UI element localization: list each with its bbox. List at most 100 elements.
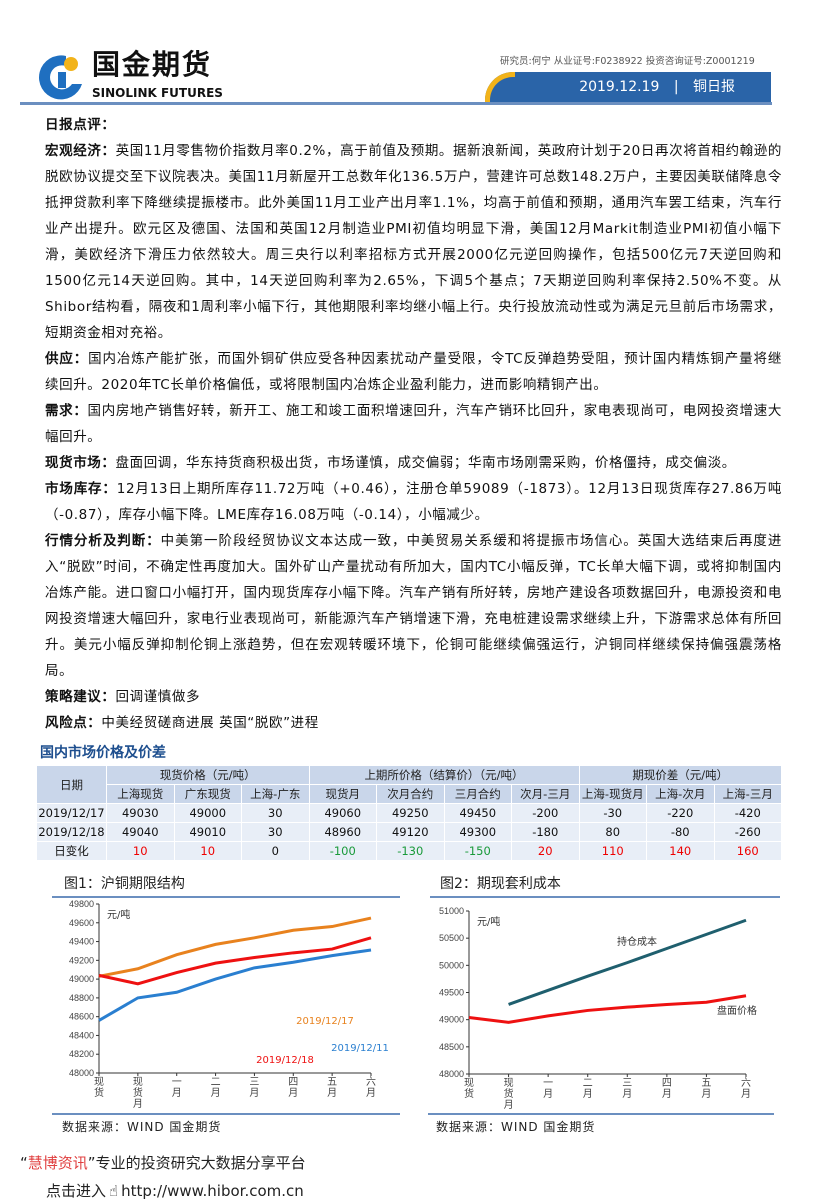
chart-source: 数据来源：WIND 国金期货 xyxy=(436,1120,595,1135)
table-cell: -100 xyxy=(309,842,377,861)
group-header: 上期所价格（结算价）（元/吨） xyxy=(309,766,579,785)
table-cell: -180 xyxy=(512,823,580,842)
chart-plot: 48000485004900049500500005050051000现货现货月… xyxy=(432,899,780,1111)
series-line xyxy=(99,938,371,984)
footer-link[interactable]: 点击进入☝http://www.hibor.com.cn xyxy=(46,1181,782,1201)
x-tick-label: 五月 xyxy=(701,1078,711,1100)
table-cell: 30 xyxy=(242,823,310,842)
banner-accent xyxy=(485,72,515,102)
y-tick-label: 49000 xyxy=(69,974,94,984)
price-table: 日期 现货价格（元/吨） 上期所价格（结算价）（元/吨） 期现价差（元/吨） 上… xyxy=(36,765,782,861)
x-tick-label: 二月 xyxy=(583,1078,593,1100)
y-tick-label: 48400 xyxy=(69,1030,94,1040)
section-label: 宏观经济： xyxy=(45,143,116,159)
section-label: 策略建议： xyxy=(45,689,116,705)
section-strategy: 策略建议：回调谨慎做多 xyxy=(45,684,782,710)
table-cell: -200 xyxy=(512,804,580,823)
x-tick-label: 三月 xyxy=(622,1078,632,1100)
x-tick-label: 二月 xyxy=(211,1077,221,1099)
main-content: 日报点评： 宏观经济：英国11月零售物价指数月率0.2%，高于前值及预期。据新浪… xyxy=(36,112,782,1201)
section-supply: 供应：国内冶炼产能扩张，而国外铜矿供应受各种因素扰动产量受限，令TC反弹趋势受阻… xyxy=(45,346,782,398)
series-line xyxy=(99,918,371,976)
logo-text-cn: 国金期货 xyxy=(92,50,212,80)
section-text: 回调谨慎做多 xyxy=(116,689,201,705)
column-header: 现货月 xyxy=(309,785,377,804)
x-tick-label: 一月 xyxy=(172,1077,182,1099)
x-tick-label: 六月 xyxy=(741,1077,751,1100)
table-cell: -80 xyxy=(647,823,715,842)
section-risk: 风险点：中美经贸磋商进展 英国“脱欧”进程 xyxy=(45,710,782,736)
section-label: 市场库存： xyxy=(45,481,117,497)
column-header: 次月合约 xyxy=(377,785,445,804)
footer-enter-text: 点击进入 xyxy=(46,1182,106,1200)
column-header: 上海-三月 xyxy=(714,785,782,804)
x-tick-label: 现货月 xyxy=(133,1076,143,1110)
logo-text-en: SINOLINK FUTURES xyxy=(92,86,223,100)
chart-divider xyxy=(52,896,400,898)
chart-title: 图2：期现套利成本 xyxy=(440,875,561,893)
x-tick-label: 现货 xyxy=(464,1077,474,1100)
table-title: 国内市场价格及价差 xyxy=(40,744,782,762)
column-header: 三月合约 xyxy=(444,785,512,804)
table-cell: 48960 xyxy=(309,823,377,842)
report-banner: 2019.12.19 | 铜日报 xyxy=(485,72,771,102)
section-macro: 宏观经济：英国11月零售物价指数月率0.2%，高于前值及预期。据新浪新闻，英政府… xyxy=(45,138,782,346)
table-cell: -150 xyxy=(444,842,512,861)
x-tick-label: 四月 xyxy=(662,1078,672,1100)
series-label: 持仓成本 xyxy=(617,935,657,948)
table-cell: 49450 xyxy=(444,804,512,823)
table-cell: -130 xyxy=(377,842,445,861)
group-header: 现货价格（元/吨） xyxy=(107,766,310,785)
section-demand: 需求：国内房地产销售好转，新开工、施工和竣工面积增速回升，汽车产销环比回升，家电… xyxy=(45,398,782,450)
y-tick-label: 49200 xyxy=(69,955,94,965)
table-cell: 49250 xyxy=(377,804,445,823)
y-tick-label: 49600 xyxy=(69,918,94,928)
footer-url[interactable]: http://www.hibor.com.cn xyxy=(121,1182,304,1200)
daily-review: 日报点评： 宏观经济：英国11月零售物价指数月率0.2%，高于前值及预期。据新浪… xyxy=(45,112,782,736)
row-date: 2019/12/18 xyxy=(37,823,107,842)
y-tick-label: 48000 xyxy=(69,1068,94,1078)
section-label: 行情分析及判断： xyxy=(45,533,161,549)
y-tick-label: 48000 xyxy=(439,1069,464,1079)
x-tick-label: 三月 xyxy=(249,1077,259,1099)
column-header: 上海-次月 xyxy=(647,785,715,804)
row-date: 2019/12/17 xyxy=(37,804,107,823)
column-header: 上海-广东 xyxy=(242,785,310,804)
table-cell: 20 xyxy=(512,842,580,861)
banner-separator: | xyxy=(674,79,679,95)
unit-label: 元/吨 xyxy=(107,908,130,921)
hand-pointer-icon: ☝ xyxy=(109,1182,118,1200)
x-tick-label: 一月 xyxy=(543,1078,553,1100)
footer-slogan: “慧博资讯”专业的投资研究大数据分享平台 xyxy=(20,1153,782,1173)
quote-mark: “ xyxy=(20,1154,28,1172)
section-inventory: 市场库存：12月13日上期所库存11.72万吨（+0.46），注册仓单59089… xyxy=(45,476,782,528)
series-label: 2019/12/18 xyxy=(256,1055,314,1066)
x-tick-label: 现货月 xyxy=(504,1077,514,1111)
section-label: 现货市场： xyxy=(45,455,116,471)
row-date: 日变化 xyxy=(37,842,107,861)
section-text: 盘面回调，华东持货商积极出货，市场谨慎，成交偏弱；华南市场刚需采购，价格僵持，成… xyxy=(116,455,736,471)
report-type: 铜日报 xyxy=(693,79,735,95)
review-title: 日报点评： xyxy=(45,117,116,133)
series-line xyxy=(509,920,746,1004)
table-cell: 0 xyxy=(242,842,310,861)
table-cell: -30 xyxy=(579,804,647,823)
chart-source: 数据来源：WIND 国金期货 xyxy=(62,1120,221,1135)
chart-divider xyxy=(430,896,780,898)
table-cell: 10 xyxy=(174,842,242,861)
table-cell: 49120 xyxy=(377,823,445,842)
series-label: 2019/12/17 xyxy=(296,1016,354,1027)
header-divider xyxy=(20,102,772,105)
column-header: 次月-三月 xyxy=(512,785,580,804)
table-cell: 140 xyxy=(647,842,715,861)
table-cell: -420 xyxy=(714,804,782,823)
table-cell: 49060 xyxy=(309,804,377,823)
y-tick-label: 49500 xyxy=(439,988,464,998)
table-cell: 49300 xyxy=(444,823,512,842)
logo-icon xyxy=(38,50,84,100)
